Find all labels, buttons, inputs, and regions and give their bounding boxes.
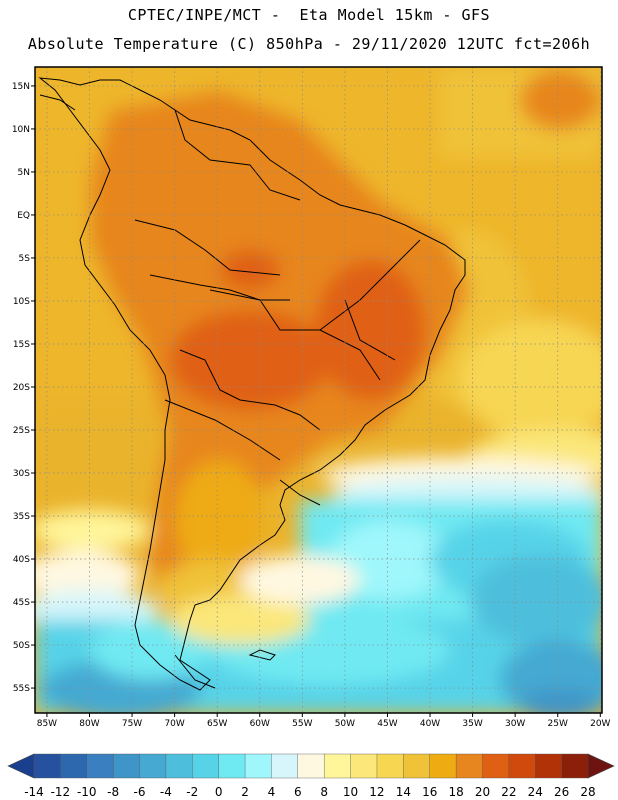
lon-tick-label: 55W [292, 719, 312, 729]
lon-tick-label: 50W [335, 719, 355, 729]
lon-tick-label: 70W [164, 719, 184, 729]
lat-tick-label: 15S [13, 340, 30, 350]
colorbar-swatch [271, 753, 299, 779]
colorbar-label: 16 [422, 785, 437, 799]
graticule [35, 67, 602, 713]
colorbar-label: 24 [528, 785, 543, 799]
colorbar-label: 12 [369, 785, 384, 799]
map-frame [34, 66, 603, 714]
colorbar-swatch [297, 753, 325, 779]
colorbar-swatch [508, 753, 536, 779]
colorbar-swatch [429, 753, 457, 779]
colorbar-label: -6 [134, 785, 146, 799]
lat-tick-label: 5S [19, 254, 31, 264]
colorbar-label: -14 [24, 785, 44, 799]
lon-tick-label: 60W [250, 719, 270, 729]
lat-tick-label: 25S [13, 426, 30, 436]
temperature-colorbar: -14 -12 -10 -8 -6 -4 -2 0 2 4 6 8 10 12 14 16 18 20 22 24 26… [7, 753, 615, 799]
colorbar-label: 26 [554, 785, 569, 799]
lon-tick-label: 35W [462, 719, 482, 729]
lon-tick-label: 25W [548, 719, 568, 729]
temperature-field [35, 67, 602, 713]
lon-tick-label: 20W [590, 719, 610, 729]
lat-tick-label: 10N [12, 125, 30, 135]
colorbar-swatch [244, 753, 273, 779]
longitude-axis: 85W 80W 75W 70W 65W 60W 55W 50W 45W 40W 35W 30W 25W 2… [37, 713, 611, 729]
lat-tick-label: 35S [13, 512, 30, 522]
colorbar-swatch [376, 753, 404, 779]
colorbar-label: 4 [268, 785, 276, 799]
lat-tick-label: 50S [13, 641, 30, 651]
colorbar-swatch [561, 753, 589, 779]
colorbar-label: 18 [448, 785, 463, 799]
colorbar-swatch [403, 753, 431, 779]
colorbar-low-arrow [7, 753, 35, 779]
lat-tick-label: 5N [18, 168, 30, 178]
colorbar-label: 14 [396, 785, 411, 799]
lon-tick-label: 85W [37, 719, 57, 729]
colorbar-label: 10 [343, 785, 358, 799]
lon-tick-label: 75W [122, 719, 142, 729]
colorbar-label: 0 [215, 785, 223, 799]
colorbar-swatch [455, 753, 484, 779]
lat-tick-label: 30S [13, 469, 30, 479]
colorbar-swatch [139, 753, 167, 779]
colorbar-label: -4 [160, 785, 172, 799]
colorbar-label: -8 [107, 785, 119, 799]
lat-tick-label: EQ [17, 211, 30, 221]
colorbar-label: 8 [320, 785, 328, 799]
colorbar-label: -12 [51, 785, 71, 799]
colorbar-swatch [60, 753, 88, 779]
colorbar-label: -2 [186, 785, 198, 799]
lat-tick-label: 45S [13, 598, 30, 608]
colorbar-swatch [482, 753, 510, 779]
lat-tick-label: 55S [13, 684, 30, 694]
lon-tick-label: 45W [377, 719, 397, 729]
lat-tick-label: 20S [13, 383, 30, 393]
colorbar-label: -10 [77, 785, 97, 799]
colorbar-label: 2 [241, 785, 249, 799]
colorbar-swatch [192, 753, 220, 779]
colorbar-swatch [33, 753, 61, 779]
colorbar-high-arrow [587, 753, 615, 779]
colorbar-swatch [112, 753, 141, 779]
lon-tick-label: 30W [505, 719, 525, 729]
lat-tick-label: 40S [13, 555, 30, 565]
lon-tick-label: 40W [420, 719, 440, 729]
map-title-line-2: Absolute Temperature (C) 850hPa - 29/11/… [27, 35, 591, 53]
colorbar-label: 28 [580, 785, 595, 799]
colorbar-swatch [350, 753, 378, 779]
colorbar-label: 22 [501, 785, 516, 799]
lat-tick-label: 15N [12, 82, 30, 92]
map-title-line-1: CPTEC/INPE/MCT - Eta Model 15km - GFS [127, 6, 491, 24]
latitude-axis: 15N 10N 5N EQ 5S 10S 15S 20S 25S 30S 35S 40S 45S 50S 5… [12, 82, 35, 694]
coastlines [38, 77, 466, 691]
colorbar-label: 20 [475, 785, 490, 799]
colorbar-swatch [535, 753, 563, 779]
colorbar-swatch [323, 753, 352, 779]
lat-tick-label: 10S [13, 297, 30, 307]
lon-tick-label: 80W [79, 719, 99, 729]
colorbar-swatch [218, 753, 246, 779]
lon-tick-label: 65W [207, 719, 227, 729]
colorbar-label: 6 [294, 785, 302, 799]
colorbar-swatch [86, 753, 114, 779]
colorbar-swatch [165, 753, 193, 779]
